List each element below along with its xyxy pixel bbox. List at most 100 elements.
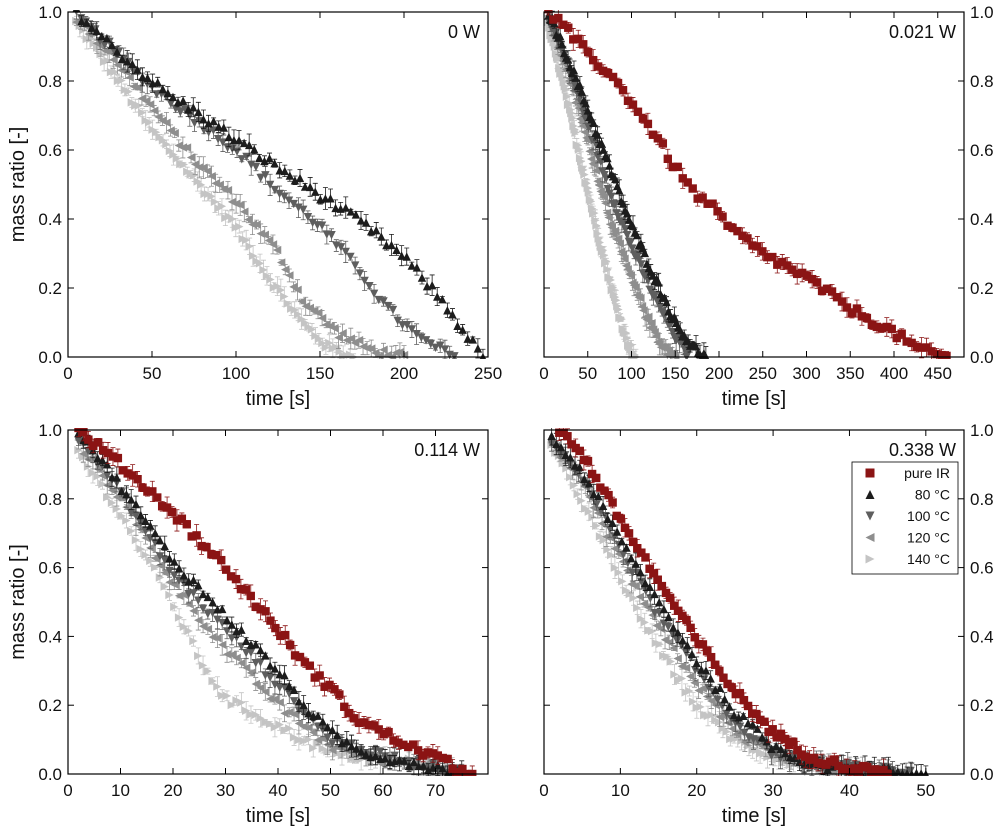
data-point xyxy=(214,122,223,131)
legend-marker xyxy=(865,533,875,542)
data-point xyxy=(601,198,610,208)
data-point xyxy=(571,73,581,82)
data-point xyxy=(98,455,107,465)
plot-area xyxy=(547,428,929,776)
data-point xyxy=(328,725,337,735)
data-point xyxy=(217,555,226,565)
data-point xyxy=(280,709,289,718)
data-point xyxy=(388,305,398,315)
data-point xyxy=(563,432,572,441)
data-point xyxy=(77,16,86,26)
data-point xyxy=(289,697,299,706)
data-point xyxy=(402,252,411,261)
data-point xyxy=(280,726,289,735)
data-point xyxy=(625,589,635,599)
data-point xyxy=(662,652,672,661)
data-point xyxy=(340,702,349,711)
data-point xyxy=(318,725,328,735)
x-tick-label: 20 xyxy=(687,781,706,800)
x-tick-label: 0 xyxy=(63,364,72,383)
data-point xyxy=(628,244,637,253)
data-point xyxy=(218,691,227,700)
data-point xyxy=(280,166,289,176)
data-point xyxy=(281,265,290,274)
data-point xyxy=(103,56,112,65)
data-point xyxy=(179,622,189,631)
data-point xyxy=(583,456,593,466)
data-point xyxy=(103,493,112,502)
data-point xyxy=(74,436,83,446)
y-tick-label: 0.2 xyxy=(38,696,62,715)
data-point xyxy=(194,596,203,605)
data-point xyxy=(179,571,189,580)
data-point xyxy=(184,599,193,609)
data-point xyxy=(155,535,165,545)
data-point xyxy=(189,606,198,616)
legend-label: 80 °C xyxy=(915,487,950,503)
data-point xyxy=(346,207,356,216)
data-point xyxy=(208,676,217,686)
data-point xyxy=(265,154,274,163)
x-tick-label: 350 xyxy=(836,364,864,383)
y-tick-label: 0.8 xyxy=(38,72,62,91)
data-point xyxy=(163,88,173,98)
data-point xyxy=(174,613,184,622)
data-point xyxy=(448,310,457,319)
data-point xyxy=(266,275,275,284)
x-axis-title: time [s] xyxy=(722,805,786,827)
data-point xyxy=(768,725,777,734)
data-point xyxy=(153,493,162,502)
data-point xyxy=(743,701,753,711)
data-point xyxy=(213,682,222,691)
data-point xyxy=(203,166,212,176)
data-point xyxy=(87,23,96,32)
data-point xyxy=(328,739,337,748)
data-point xyxy=(215,180,224,190)
data-point xyxy=(417,273,427,282)
data-point xyxy=(261,171,270,180)
data-point xyxy=(392,245,401,254)
data-point xyxy=(575,446,584,456)
data-point xyxy=(224,132,234,142)
data-point xyxy=(307,325,317,334)
data-point xyxy=(334,333,343,342)
data-point xyxy=(589,490,598,499)
data-point xyxy=(673,628,683,637)
data-point xyxy=(577,87,587,96)
data-point xyxy=(308,218,317,228)
data-point xyxy=(100,40,109,50)
data-point xyxy=(673,162,682,172)
data-point xyxy=(561,450,570,459)
data-point xyxy=(598,501,608,511)
data-point xyxy=(632,230,642,240)
data-point xyxy=(580,474,589,484)
data-point xyxy=(235,222,244,231)
data-point xyxy=(186,153,196,162)
data-point xyxy=(706,652,716,662)
data-point xyxy=(217,202,227,211)
data-point xyxy=(270,723,280,732)
data-point xyxy=(610,200,620,210)
data-point xyxy=(659,619,668,628)
data-point xyxy=(133,65,142,74)
data-point xyxy=(580,170,589,179)
data-point xyxy=(584,479,594,488)
data-point xyxy=(665,638,674,647)
data-point xyxy=(189,589,198,598)
data-point xyxy=(113,453,123,463)
data-point xyxy=(126,495,136,504)
data-point xyxy=(326,194,335,203)
data-point xyxy=(293,310,303,319)
data-point xyxy=(180,105,190,114)
data-point xyxy=(184,105,193,114)
data-point xyxy=(897,329,906,338)
data-point xyxy=(265,661,275,670)
data-point xyxy=(557,40,567,49)
data-point xyxy=(640,578,650,588)
data-point xyxy=(199,115,208,124)
data-point xyxy=(906,766,915,776)
data-point xyxy=(252,220,261,229)
data-point xyxy=(165,566,174,576)
data-point xyxy=(143,73,152,82)
data-point xyxy=(170,571,179,580)
